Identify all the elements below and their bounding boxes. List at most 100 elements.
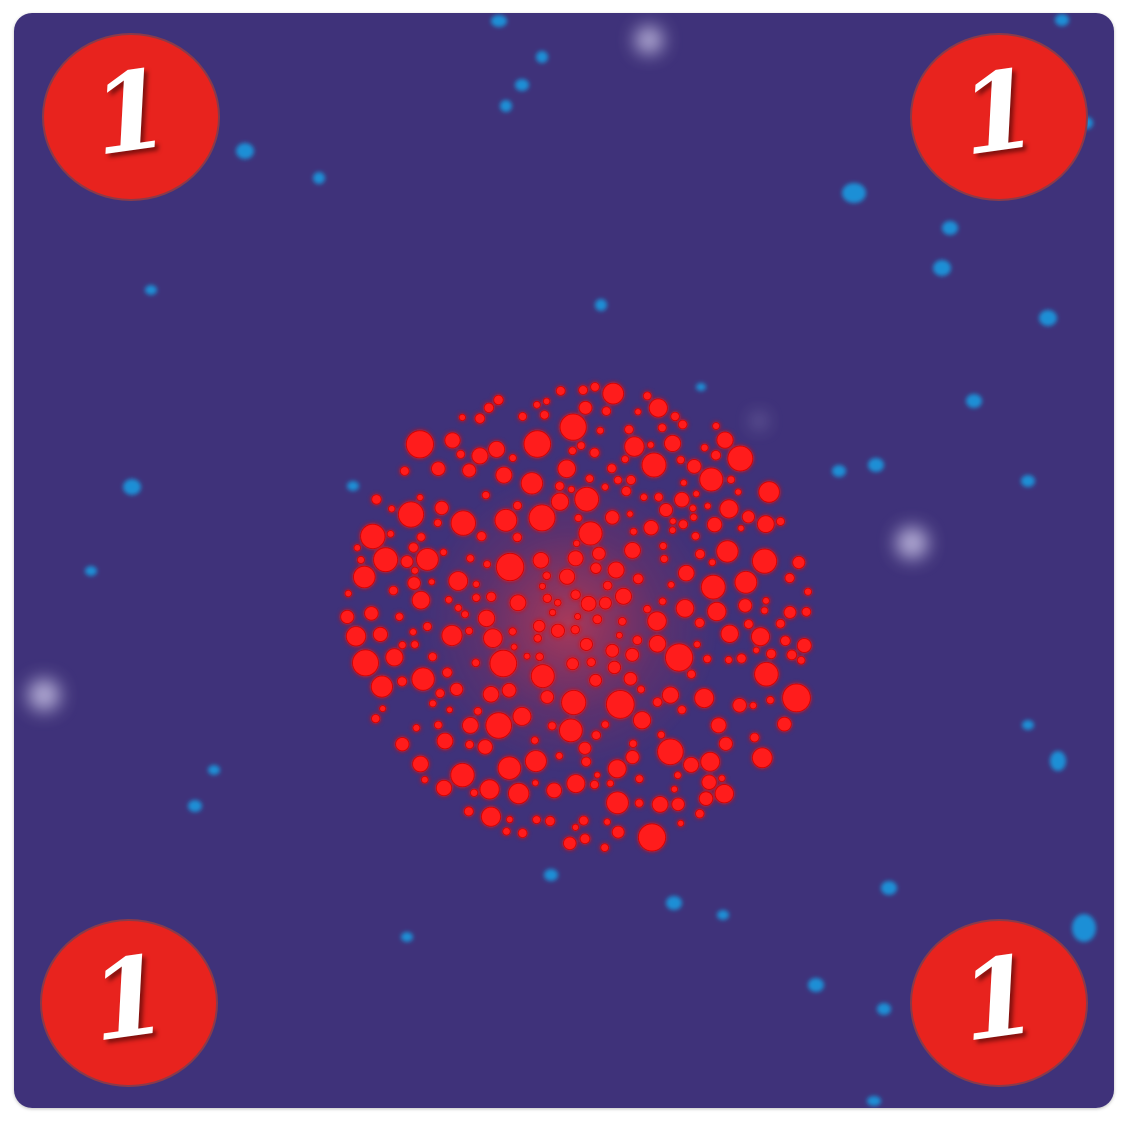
cluster-dot bbox=[532, 552, 550, 569]
cluster-dot bbox=[783, 606, 797, 619]
cluster-dot bbox=[525, 750, 547, 772]
star-dot bbox=[1039, 310, 1057, 326]
cluster-dot bbox=[550, 623, 565, 638]
cluster-dot bbox=[544, 815, 556, 827]
cluster-dot bbox=[698, 791, 714, 806]
cluster-dot bbox=[530, 736, 539, 745]
cluster-dot bbox=[571, 823, 580, 831]
cluster-dot bbox=[692, 490, 700, 498]
cluster-dot bbox=[531, 779, 539, 787]
cluster-dot bbox=[483, 560, 492, 569]
star-dot bbox=[842, 183, 866, 203]
cluster-dot bbox=[648, 635, 667, 653]
cluster-dot bbox=[648, 398, 668, 418]
cluster-dot bbox=[477, 609, 496, 628]
cluster-dot bbox=[591, 730, 601, 740]
cluster-dot bbox=[670, 785, 679, 793]
cluster-dot bbox=[718, 736, 733, 751]
cluster-dot bbox=[593, 771, 601, 779]
cluster-dot bbox=[716, 540, 739, 563]
cluster-dot bbox=[754, 662, 779, 687]
cluster-dot bbox=[433, 518, 442, 528]
cluster-dot bbox=[395, 737, 410, 752]
cluster-dot bbox=[579, 833, 591, 845]
cluster-dot bbox=[412, 755, 429, 773]
cluster-dot bbox=[471, 447, 489, 465]
cluster-dot bbox=[592, 614, 603, 625]
cluster-dot bbox=[601, 720, 610, 729]
cluster-dot bbox=[736, 653, 747, 664]
cluster-dot bbox=[446, 706, 454, 714]
cluster-dot bbox=[533, 633, 542, 643]
cluster-dot bbox=[760, 606, 769, 615]
cluster-dot bbox=[485, 712, 512, 739]
cluster-dot bbox=[340, 609, 355, 624]
cluster-dot bbox=[686, 459, 702, 474]
cluster-dot bbox=[462, 463, 477, 478]
cluster-dot bbox=[586, 657, 596, 667]
cluster-dot bbox=[700, 574, 726, 600]
cluster-dot bbox=[554, 481, 565, 491]
cluster-dot bbox=[796, 638, 812, 653]
cluster-dot bbox=[462, 717, 479, 734]
cluster-dot bbox=[677, 705, 687, 715]
cluster-dot bbox=[488, 440, 506, 458]
cluster-dot bbox=[464, 626, 474, 636]
cluster-dot bbox=[523, 430, 552, 458]
cluster-dot bbox=[607, 759, 627, 779]
cluster-dot bbox=[766, 648, 777, 660]
cluster-dot bbox=[776, 516, 786, 526]
cluster-dot bbox=[495, 466, 513, 484]
cluster-dot bbox=[502, 827, 511, 836]
cluster-dot bbox=[775, 618, 786, 629]
cluster-dot bbox=[686, 669, 697, 679]
cluster-dot bbox=[719, 499, 739, 519]
cluster-dot bbox=[480, 806, 501, 827]
cluster-dot bbox=[508, 782, 530, 805]
cluster-dot bbox=[436, 732, 454, 750]
cluster-dot bbox=[667, 581, 675, 589]
cluster-dot bbox=[578, 521, 603, 546]
cluster-dot bbox=[657, 423, 667, 433]
cluster-dot bbox=[458, 413, 466, 421]
cluster-dot bbox=[694, 548, 706, 560]
cluster-dot bbox=[371, 494, 382, 505]
cluster-dot bbox=[678, 519, 689, 530]
cluster-dot bbox=[559, 718, 583, 743]
cluster-dot bbox=[602, 382, 624, 405]
game-card[interactable]: 1 1 1 1 bbox=[14, 13, 1114, 1108]
cluster-dot bbox=[615, 631, 623, 639]
cluster-dot bbox=[407, 576, 421, 590]
cluster-dot bbox=[385, 648, 404, 667]
cluster-dot bbox=[749, 701, 757, 710]
star-dot bbox=[536, 51, 548, 63]
cluster-dot bbox=[621, 455, 630, 464]
cluster-dot bbox=[786, 649, 798, 661]
cluster-dot bbox=[473, 706, 483, 716]
cluster-dot bbox=[601, 406, 612, 416]
cluster-dot bbox=[716, 431, 734, 449]
cluster-dot bbox=[344, 589, 352, 598]
star-dot bbox=[881, 881, 897, 895]
cluster-dot bbox=[701, 774, 717, 790]
cluster-dot bbox=[613, 475, 623, 485]
cluster-dot bbox=[435, 779, 453, 797]
cluster-dot bbox=[373, 547, 399, 573]
star-dot bbox=[666, 896, 682, 910]
cluster-dot bbox=[578, 385, 588, 396]
cluster-dot bbox=[356, 555, 365, 564]
cluster-dot bbox=[538, 582, 547, 590]
star-dot bbox=[347, 481, 359, 491]
cluster-dot bbox=[542, 571, 551, 580]
star-dot bbox=[966, 394, 982, 408]
cluster-dot bbox=[632, 573, 644, 585]
star-dot bbox=[717, 910, 729, 920]
glow-spot bbox=[635, 26, 663, 54]
cluster-dot bbox=[441, 625, 463, 647]
cluster-dot bbox=[777, 716, 792, 732]
cluster-dot bbox=[483, 628, 503, 648]
cluster-dot bbox=[449, 682, 464, 696]
cluster-dot bbox=[405, 430, 434, 459]
cluster-dot bbox=[689, 513, 698, 522]
cluster-dot bbox=[450, 510, 476, 536]
